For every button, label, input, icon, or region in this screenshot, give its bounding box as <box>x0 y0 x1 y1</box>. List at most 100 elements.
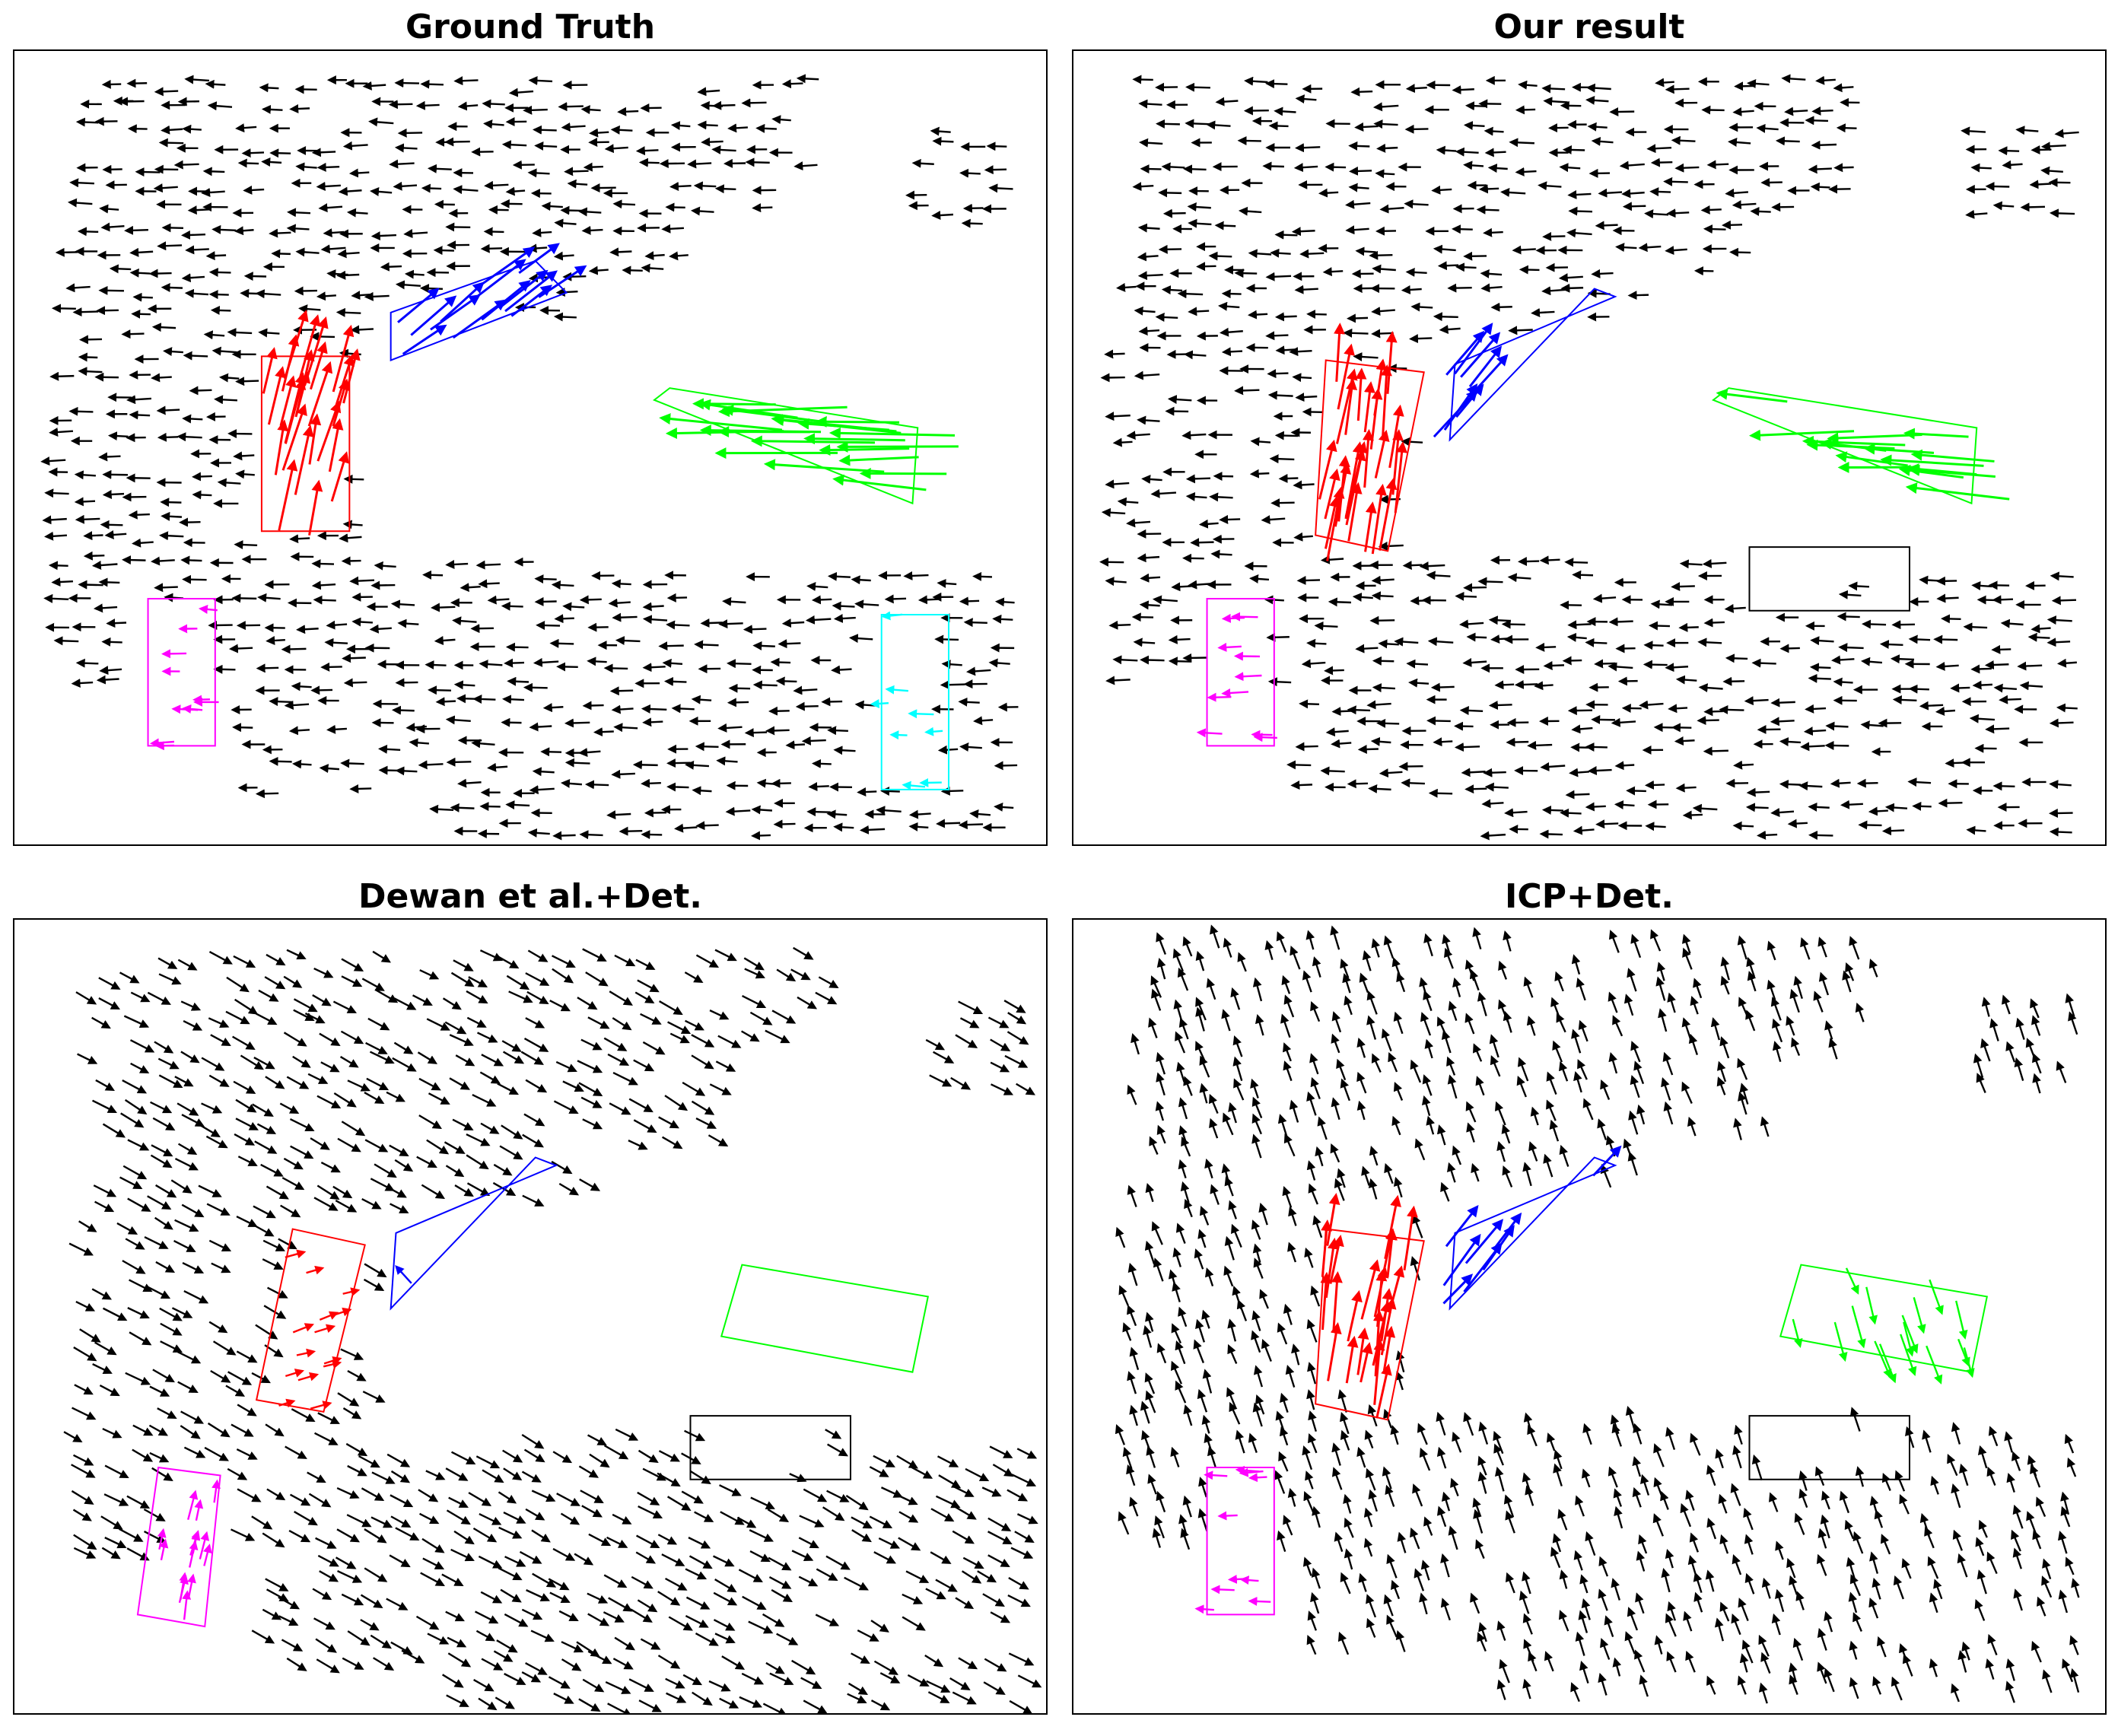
static-flow-arrow <box>611 579 631 589</box>
static-flow-arrow <box>1188 307 1210 316</box>
static-flow-arrow <box>347 1630 370 1646</box>
static-flow-arrow <box>415 100 440 110</box>
static-flow-arrow <box>49 428 74 437</box>
static-flow-arrow <box>1564 558 1588 568</box>
static-flow-arrow <box>1884 803 1908 812</box>
static-flow-arrow <box>833 746 856 755</box>
static-flow-arrow <box>447 1636 467 1648</box>
static-flow-arrow <box>207 101 233 111</box>
static-flow-arrow <box>1249 469 1270 479</box>
static-flow-arrow <box>281 1639 304 1652</box>
static-flow-arrow <box>612 199 636 209</box>
object-flow-arrow <box>1196 728 1223 738</box>
object-flow-arrow <box>859 467 947 479</box>
object-flow-arrow <box>332 324 355 393</box>
static-flow-arrow <box>1728 138 1751 147</box>
static-flow-arrow <box>259 83 279 93</box>
static-flow-arrow <box>1907 777 1932 787</box>
object-flow-arrow <box>665 428 784 440</box>
static-flow-arrow <box>1515 167 1537 176</box>
static-flow-arrow <box>154 583 178 593</box>
static-flow-arrow <box>1196 262 1216 272</box>
static-flow-arrow <box>295 162 317 172</box>
static-flow-arrow <box>1840 800 1863 809</box>
static-flow-arrow <box>1294 285 1318 294</box>
static-flow-arrow <box>608 598 631 608</box>
static-flow-arrow <box>1132 75 1153 84</box>
static-flow-arrow <box>397 128 423 138</box>
static-flow-arrow <box>505 186 526 196</box>
static-flow-arrow <box>1138 326 1160 336</box>
static-flow-arrow <box>340 758 364 768</box>
static-flow-arrow <box>1294 143 1321 153</box>
static-flow-arrow <box>1419 561 1445 571</box>
static-flow-arrow <box>1426 716 1451 726</box>
object-box <box>1711 387 1978 505</box>
object-box <box>880 613 949 790</box>
static-flow-arrow <box>1542 231 1566 241</box>
static-flow-arrow <box>1451 224 1473 234</box>
object-flow-arrow <box>1905 482 2010 501</box>
static-flow-arrow <box>714 1633 736 1644</box>
static-flow-arrow <box>1750 206 1771 216</box>
static-flow-arrow <box>341 1593 364 1606</box>
static-flow-arrow <box>364 291 390 301</box>
static-flow-arrow <box>2049 780 2072 790</box>
static-flow-arrow <box>1368 784 1391 793</box>
static-flow-arrow <box>1105 577 1127 587</box>
static-flow-arrow <box>859 825 886 835</box>
object-flow-arrow <box>281 403 307 471</box>
object-flow-arrow <box>659 413 783 431</box>
static-flow-arrow <box>2051 596 2077 606</box>
static-flow-arrow <box>211 224 237 234</box>
static-flow-arrow <box>182 414 203 424</box>
static-flow-arrow <box>203 330 225 340</box>
static-flow-arrow <box>1693 266 1714 276</box>
static-flow-arrow <box>1527 740 1553 750</box>
static-flow-arrow <box>1140 164 1162 174</box>
static-flow-arrow <box>1703 618 1725 628</box>
static-flow-arrow <box>1649 621 1670 631</box>
static-flow-arrow <box>908 822 929 831</box>
static-flow-arrow <box>558 1610 579 1621</box>
static-flow-arrow <box>368 117 394 127</box>
static-flow-arrow <box>973 716 994 726</box>
static-flow-arrow <box>1639 700 1664 710</box>
static-flow-arrow <box>847 1693 867 1704</box>
static-flow-arrow <box>1150 488 1177 498</box>
static-flow-arrow <box>581 225 603 235</box>
static-flow-arrow <box>941 660 962 669</box>
static-flow-arrow <box>1585 742 1608 752</box>
object-flow-arrow <box>440 281 485 323</box>
static-flow-arrow <box>1860 657 1883 666</box>
object-flow-arrow <box>828 427 956 439</box>
object-flow-arrow <box>452 299 507 339</box>
static-flow-arrow <box>189 386 212 396</box>
static-flow-arrow <box>778 639 801 649</box>
object-flow-arrow <box>1337 455 1350 522</box>
static-flow-arrow <box>793 685 818 695</box>
static-flow-arrow <box>682 1674 703 1686</box>
object-flow-arrow <box>1749 429 1855 441</box>
static-flow-arrow <box>1936 593 1959 603</box>
static-flow-arrow <box>1805 704 1827 714</box>
static-flow-arrow <box>555 288 578 297</box>
static-flow-arrow <box>1559 163 1581 173</box>
static-flow-arrow <box>1462 657 1487 667</box>
static-flow-arrow <box>533 657 559 667</box>
static-flow-arrow <box>1487 164 1508 173</box>
static-flow-arrow <box>96 306 119 316</box>
static-flow-arrow <box>905 190 927 200</box>
static-flow-arrow <box>184 288 208 298</box>
static-flow-arrow <box>1650 157 1673 167</box>
static-flow-arrow <box>1514 679 1538 689</box>
static-flow-arrow <box>827 571 851 581</box>
static-flow-arrow <box>269 228 291 238</box>
static-flow-arrow <box>1779 644 1800 653</box>
static-flow-arrow <box>808 782 829 791</box>
static-flow-arrow <box>1808 830 1833 840</box>
static-flow-arrow <box>1099 557 1124 567</box>
object-box <box>1449 288 1617 442</box>
static-flow-arrow <box>579 595 602 605</box>
static-flow-arrow <box>237 158 259 168</box>
